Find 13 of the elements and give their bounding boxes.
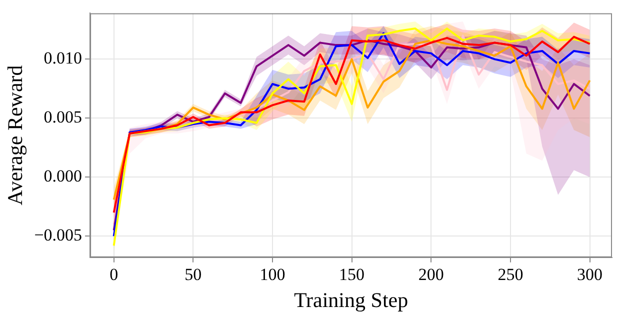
y-tick-label: −0.005 <box>34 226 82 245</box>
x-tick-label: 50 <box>184 265 202 284</box>
y-tick-label: 0.010 <box>44 48 82 68</box>
y-tick-label: 0.000 <box>44 166 82 186</box>
x-tick-label: 250 <box>498 265 524 284</box>
x-tick-label: 0 <box>110 265 118 284</box>
x-tick-label: 100 <box>260 265 286 284</box>
x-tick-label: 200 <box>418 265 444 284</box>
x-tick-label: 150 <box>339 265 365 284</box>
y-axis-title: Average Reward <box>3 64 28 206</box>
x-axis-title: Training Step <box>294 288 408 312</box>
x-tick-label: 300 <box>577 265 603 284</box>
y-tick-label: 0.005 <box>44 108 82 127</box>
